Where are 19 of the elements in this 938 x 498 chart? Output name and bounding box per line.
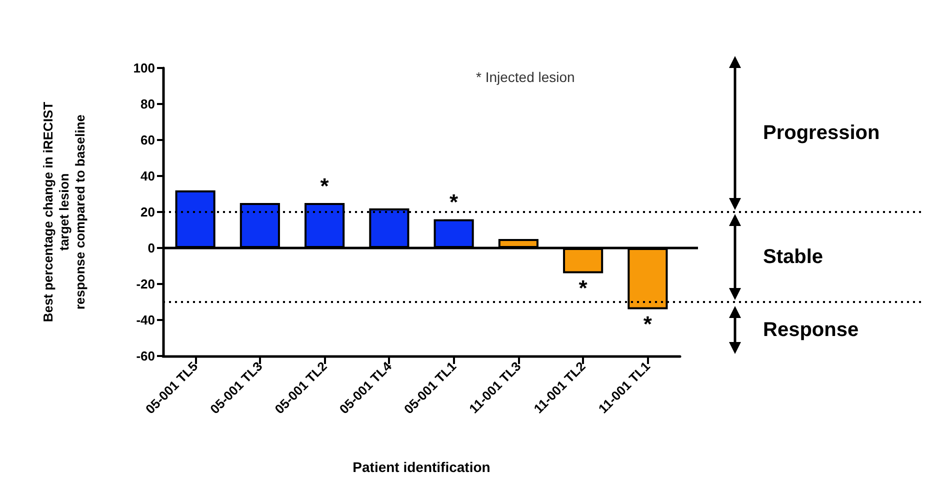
y-tick-label: 20 xyxy=(140,204,155,220)
y-tick-label: -20 xyxy=(136,276,155,292)
y-axis-title: Best percentage change in iRECIST target lesion response compared to baseline xyxy=(40,102,88,322)
text: Progression xyxy=(763,122,880,144)
y-tick-label: 80 xyxy=(140,96,155,112)
y-tick-label: -40 xyxy=(136,312,155,328)
annotation: * xyxy=(643,312,652,337)
y-tick-label: -60 xyxy=(136,348,155,364)
x-axis-title: Patient identification xyxy=(352,459,490,475)
annotation: * xyxy=(450,190,459,215)
y-tick-label: 40 xyxy=(140,168,155,184)
annotation: * xyxy=(578,276,588,301)
y-tick-label: 0 xyxy=(148,240,155,256)
text: Response xyxy=(763,319,859,341)
text: Stable xyxy=(763,246,824,268)
y-tick-label: 60 xyxy=(140,132,155,148)
annotation: * Injected lesion xyxy=(476,69,575,85)
annotation: * xyxy=(320,174,330,198)
y-tick-label: 100 xyxy=(133,60,155,76)
